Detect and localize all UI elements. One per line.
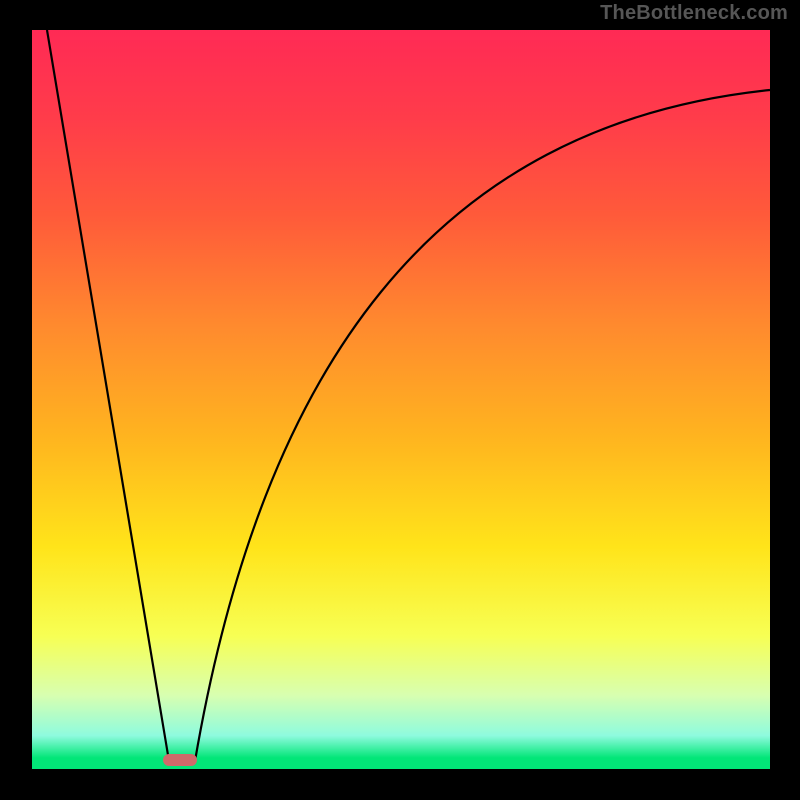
curve-layer (32, 30, 770, 769)
watermark-text: TheBottleneck.com (600, 2, 788, 25)
plot-area (32, 30, 770, 769)
minimum-marker (163, 754, 197, 766)
bottleneck-curve (47, 30, 770, 761)
chart-canvas: TheBottleneck.com (0, 0, 800, 800)
